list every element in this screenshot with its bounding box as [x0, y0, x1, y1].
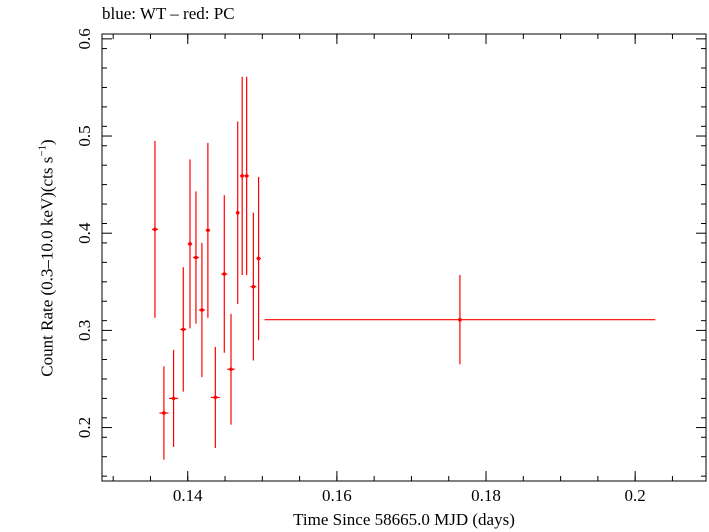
chart-title: blue: WT – red: PC	[102, 4, 235, 23]
data-point	[244, 76, 249, 275]
x-tick-label: 0.14	[173, 486, 203, 505]
data-point	[198, 242, 205, 378]
data-point	[221, 195, 228, 353]
y-tick-label: 0.4	[75, 222, 94, 244]
point-marker	[171, 396, 176, 401]
data-point	[151, 140, 158, 318]
y-tick-label: 0.3	[75, 320, 94, 341]
data-points	[151, 76, 656, 460]
data-point	[159, 366, 169, 460]
point-marker	[181, 327, 186, 332]
point-marker	[256, 256, 261, 261]
y-axis-label-exponent: −1	[36, 144, 49, 157]
data-point	[180, 267, 187, 392]
point-marker	[188, 242, 192, 246]
data-point	[169, 349, 179, 447]
point-marker	[251, 284, 256, 289]
data-point	[210, 346, 220, 448]
x-tick-label: 0.2	[625, 486, 646, 505]
point-marker	[240, 174, 244, 178]
plot-frame	[101, 33, 707, 482]
point-marker	[229, 367, 233, 372]
data-point	[264, 274, 656, 365]
x-tick-label: 0.18	[471, 486, 501, 505]
point-marker	[244, 174, 249, 178]
axis-ticks: 0.14 0.16 0.18 0.2 0.2 0.3 0.4 0.5 0.6	[75, 28, 706, 505]
y-tick-label: 0.2	[75, 417, 94, 438]
point-marker	[206, 228, 210, 233]
data-point	[239, 76, 245, 275]
y-axis-label-main: Count Rate (0.3–10.0 keV)(cts s	[37, 156, 57, 377]
x-axis-label: Time Since 58665.0 MJD (days)	[293, 510, 515, 529]
x-tick-label: 0.16	[322, 486, 352, 505]
point-marker	[458, 317, 462, 322]
y-axis-label: Count Rate (0.3–10.0 keV)(cts s−1)	[37, 139, 58, 376]
point-marker	[194, 255, 198, 260]
data-point	[187, 159, 193, 329]
data-point	[227, 313, 235, 425]
point-marker	[222, 272, 227, 276]
data-point	[192, 191, 199, 324]
point-marker	[153, 227, 157, 232]
data-point	[250, 212, 257, 361]
data-point	[205, 142, 211, 318]
y-tick-label: 0.6	[75, 28, 94, 49]
data-point	[256, 176, 261, 341]
data-point	[235, 121, 240, 305]
y-axis-label-end: )	[37, 139, 57, 145]
point-marker	[235, 211, 240, 215]
point-marker	[162, 411, 166, 415]
point-marker	[213, 395, 218, 400]
y-tick-label: 0.5	[75, 125, 94, 146]
point-marker	[200, 308, 204, 312]
